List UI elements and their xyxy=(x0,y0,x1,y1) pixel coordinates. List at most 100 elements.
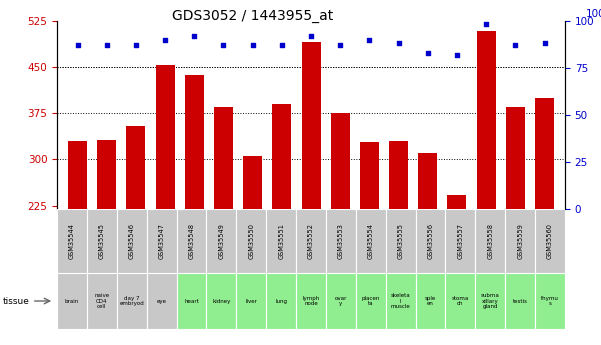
Bar xyxy=(505,273,535,329)
Point xyxy=(394,40,403,46)
Bar xyxy=(266,209,296,273)
Bar xyxy=(535,98,554,209)
Text: stoma
ch: stoma ch xyxy=(452,296,469,306)
Text: brain: brain xyxy=(65,298,79,304)
Bar xyxy=(117,209,147,273)
Point xyxy=(452,52,462,57)
Text: GSM35550: GSM35550 xyxy=(248,223,254,259)
Text: GSM35551: GSM35551 xyxy=(278,223,284,258)
Text: sple
en: sple en xyxy=(425,296,436,306)
Text: GSM35557: GSM35557 xyxy=(457,223,463,259)
Bar xyxy=(445,273,475,329)
Point xyxy=(160,37,170,42)
Bar xyxy=(214,107,233,209)
Point xyxy=(73,42,82,48)
Text: GSM35547: GSM35547 xyxy=(159,223,165,259)
Text: subma
xillary
gland: subma xillary gland xyxy=(481,293,499,309)
Bar xyxy=(243,156,262,209)
Text: eye: eye xyxy=(157,298,166,304)
Text: GSM35544: GSM35544 xyxy=(69,223,75,259)
Bar xyxy=(236,273,266,329)
Bar xyxy=(236,209,266,273)
Bar xyxy=(418,153,438,209)
Bar xyxy=(57,209,87,273)
Bar xyxy=(386,273,415,329)
Text: GSM35560: GSM35560 xyxy=(547,223,553,259)
Point xyxy=(277,42,287,48)
Text: lymph
node: lymph node xyxy=(302,296,320,306)
Text: kidney: kidney xyxy=(212,298,231,304)
Text: liver: liver xyxy=(245,298,257,304)
Text: placen
ta: placen ta xyxy=(362,296,380,306)
Bar xyxy=(356,273,386,329)
Text: GSM35555: GSM35555 xyxy=(398,223,404,259)
Bar xyxy=(185,75,204,209)
Bar xyxy=(57,273,87,329)
Point xyxy=(131,42,141,48)
Bar xyxy=(415,273,445,329)
Bar xyxy=(415,209,445,273)
Bar xyxy=(68,141,87,209)
Bar xyxy=(126,126,145,209)
Point xyxy=(189,33,199,39)
Bar xyxy=(296,273,326,329)
Text: GSM35549: GSM35549 xyxy=(218,223,224,258)
Bar xyxy=(535,209,565,273)
Bar xyxy=(87,209,117,273)
Bar xyxy=(207,209,236,273)
Text: GSM35556: GSM35556 xyxy=(427,223,433,259)
Bar xyxy=(475,273,505,329)
Text: GSM35546: GSM35546 xyxy=(129,223,135,259)
Point xyxy=(335,42,345,48)
Y-axis label: 100%: 100% xyxy=(586,9,601,19)
Text: day 7
embryod: day 7 embryod xyxy=(120,296,144,306)
Bar xyxy=(97,140,116,209)
Bar xyxy=(272,104,291,209)
Text: GSM35559: GSM35559 xyxy=(517,223,523,258)
Bar xyxy=(386,209,415,273)
Point xyxy=(423,50,433,56)
Text: ovar
y: ovar y xyxy=(335,296,347,306)
Bar xyxy=(87,273,117,329)
Text: GSM35554: GSM35554 xyxy=(368,223,374,259)
Text: lung: lung xyxy=(275,298,287,304)
Point xyxy=(540,40,549,46)
Bar xyxy=(296,209,326,273)
Bar xyxy=(177,209,207,273)
Bar xyxy=(389,141,408,209)
Point xyxy=(510,42,520,48)
Bar xyxy=(356,209,386,273)
Text: GSM35553: GSM35553 xyxy=(338,223,344,258)
Bar xyxy=(177,273,207,329)
Point xyxy=(365,37,374,42)
Text: GDS3052 / 1443955_at: GDS3052 / 1443955_at xyxy=(172,9,333,23)
Text: heart: heart xyxy=(184,298,199,304)
Bar xyxy=(207,273,236,329)
Text: GSM35545: GSM35545 xyxy=(99,223,105,259)
Text: naive
CD4
cell: naive CD4 cell xyxy=(94,293,109,309)
Bar xyxy=(360,142,379,209)
Point xyxy=(219,42,228,48)
Bar xyxy=(117,273,147,329)
Text: GSM35552: GSM35552 xyxy=(308,223,314,259)
Bar xyxy=(475,209,505,273)
Point xyxy=(481,22,491,27)
Bar xyxy=(147,273,177,329)
Text: thymu
s: thymu s xyxy=(541,296,559,306)
Bar xyxy=(147,209,177,273)
Text: GSM35548: GSM35548 xyxy=(189,223,195,259)
Text: tissue: tissue xyxy=(3,296,30,306)
Bar xyxy=(535,273,565,329)
Bar xyxy=(505,209,535,273)
Point xyxy=(306,33,316,39)
Text: GSM35558: GSM35558 xyxy=(487,223,493,259)
Bar xyxy=(448,195,466,209)
Text: testis: testis xyxy=(513,298,528,304)
Bar xyxy=(156,65,174,209)
Point xyxy=(248,42,257,48)
Bar xyxy=(302,42,320,209)
Bar xyxy=(331,113,350,209)
Point xyxy=(102,42,112,48)
Bar xyxy=(506,107,525,209)
Bar xyxy=(266,273,296,329)
